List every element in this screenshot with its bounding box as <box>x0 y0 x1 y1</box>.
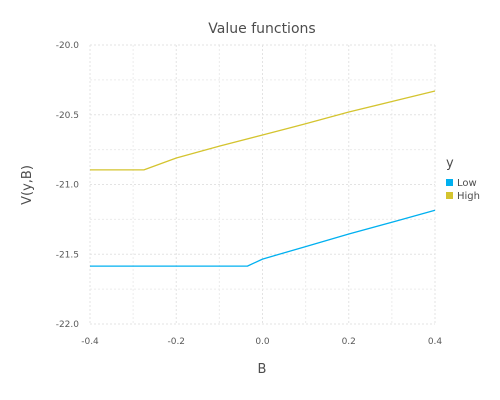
y-tick-label: -21.0 <box>56 181 80 191</box>
x-axis-ticks: -0.4 -0.2 0.0 0.2 0.4 <box>81 337 442 347</box>
x-tick-label: -0.4 <box>81 337 99 347</box>
y-tick-label: -22.0 <box>56 320 80 330</box>
y-axis-label: V(y,B) <box>20 165 35 205</box>
x-tick-label: 0.2 <box>342 337 356 347</box>
legend-swatch-low <box>446 179 453 186</box>
y-axis-ticks: -20.0 -20.5 -21.0 -21.5 -22.0 <box>56 41 80 330</box>
series-lines <box>90 90 436 267</box>
legend-label-low: Low <box>457 178 477 189</box>
x-axis-label: B <box>258 362 267 377</box>
x-tick-label: 0.0 <box>255 337 270 347</box>
x-tick-label: 0.4 <box>428 337 443 347</box>
x-tick-label: -0.2 <box>167 337 185 347</box>
legend-title: y <box>446 156 454 171</box>
y-tick-label: -21.5 <box>56 250 79 260</box>
y-tick-label: -20.0 <box>56 41 80 51</box>
legend-swatch-high <box>446 192 453 199</box>
chart-title: Value functions <box>208 21 315 37</box>
series-line-high <box>90 90 436 171</box>
series-line-low <box>90 209 436 267</box>
legend-label-high: High <box>457 191 480 202</box>
legend: y Low High <box>446 156 480 202</box>
gridlines <box>89 44 436 325</box>
y-tick-label: -20.5 <box>56 111 79 121</box>
legend-items: Low High <box>446 178 480 202</box>
